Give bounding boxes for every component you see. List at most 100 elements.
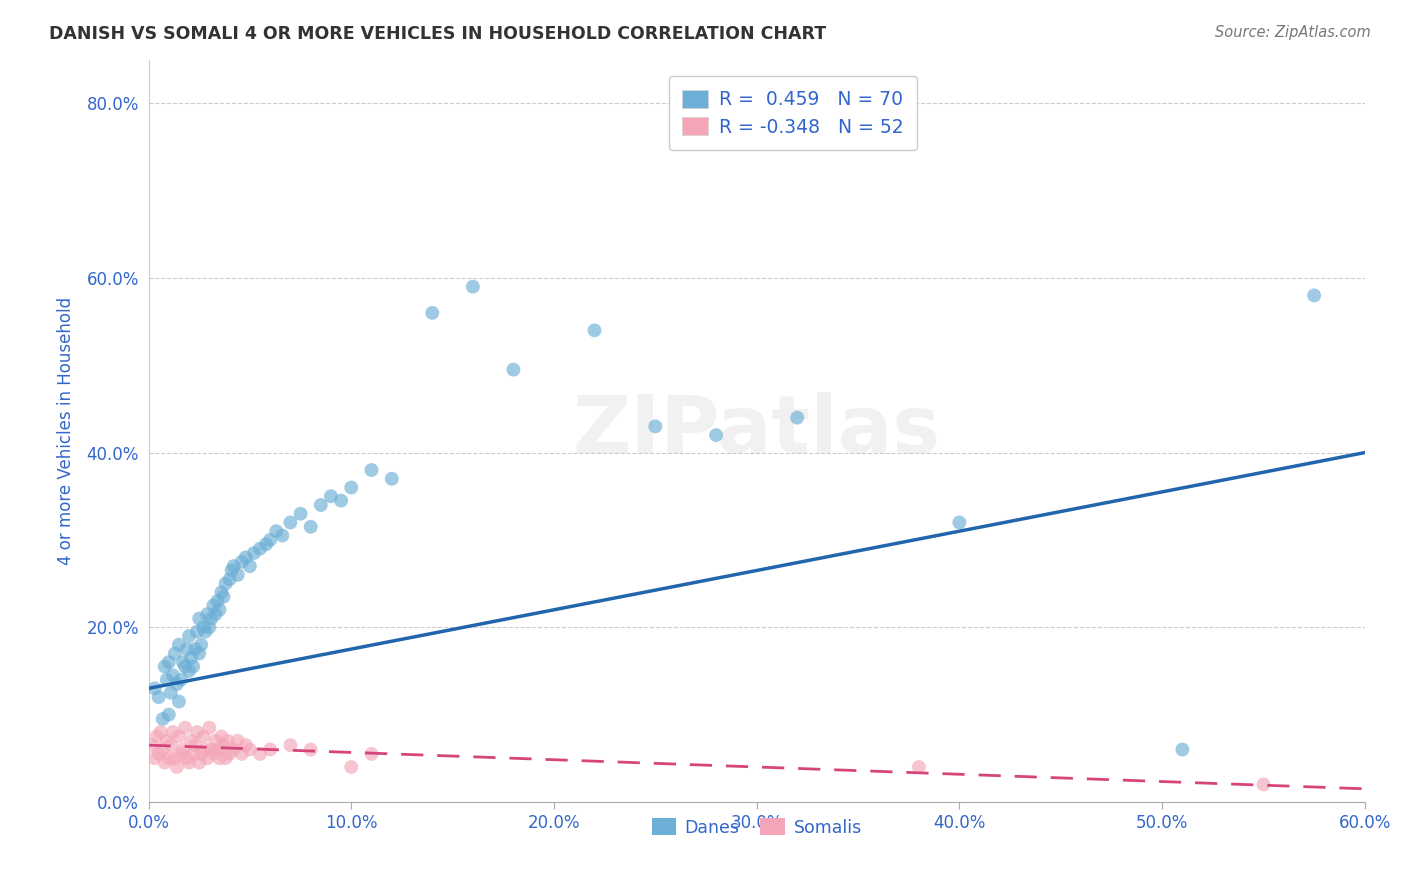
Point xyxy=(340,481,363,495)
Point xyxy=(193,620,215,634)
Point xyxy=(190,747,212,761)
Point xyxy=(908,760,931,774)
Point xyxy=(1253,777,1275,791)
Point xyxy=(280,516,302,530)
Point xyxy=(159,686,181,700)
Point xyxy=(172,655,194,669)
Point xyxy=(174,721,197,735)
Point xyxy=(222,559,245,574)
Point xyxy=(180,733,202,747)
Text: ZIPatlas: ZIPatlas xyxy=(572,392,941,470)
Point xyxy=(217,733,239,747)
Point xyxy=(153,756,176,770)
Point xyxy=(271,528,294,542)
Point xyxy=(143,751,166,765)
Legend: Danes, Somalis: Danes, Somalis xyxy=(643,810,870,846)
Point xyxy=(461,279,484,293)
Point xyxy=(204,733,226,747)
Point xyxy=(170,747,193,761)
Point xyxy=(167,638,190,652)
Point xyxy=(204,607,226,622)
Point xyxy=(231,747,253,761)
Point xyxy=(239,742,262,756)
Point xyxy=(212,590,235,604)
Point xyxy=(157,751,180,765)
Point xyxy=(194,742,217,756)
Point xyxy=(290,507,312,521)
Point xyxy=(170,673,193,687)
Point xyxy=(176,751,198,765)
Point xyxy=(159,738,181,752)
Point xyxy=(786,410,808,425)
Point xyxy=(231,555,253,569)
Point xyxy=(299,742,322,756)
Point xyxy=(163,751,186,765)
Point xyxy=(239,559,262,574)
Point xyxy=(198,721,221,735)
Point xyxy=(208,751,231,765)
Point xyxy=(148,690,170,705)
Point xyxy=(211,730,233,744)
Point xyxy=(177,664,200,678)
Point xyxy=(200,611,222,625)
Point xyxy=(190,638,212,652)
Point xyxy=(188,611,211,625)
Point xyxy=(280,738,302,752)
Y-axis label: 4 or more Vehicles in Household: 4 or more Vehicles in Household xyxy=(58,297,75,565)
Point xyxy=(177,629,200,643)
Point xyxy=(174,659,197,673)
Point xyxy=(186,624,208,639)
Point xyxy=(502,362,524,376)
Point xyxy=(704,428,727,442)
Text: DANISH VS SOMALI 4 OR MORE VEHICLES IN HOUSEHOLD CORRELATION CHART: DANISH VS SOMALI 4 OR MORE VEHICLES IN H… xyxy=(49,25,827,43)
Point xyxy=(200,742,222,756)
Point xyxy=(157,655,180,669)
Point xyxy=(259,742,281,756)
Point xyxy=(420,306,443,320)
Point xyxy=(299,520,322,534)
Text: Source: ZipAtlas.com: Source: ZipAtlas.com xyxy=(1215,25,1371,40)
Point xyxy=(148,747,170,761)
Point xyxy=(208,603,231,617)
Point xyxy=(330,493,353,508)
Point xyxy=(221,564,243,578)
Point xyxy=(177,756,200,770)
Point xyxy=(157,707,180,722)
Point xyxy=(184,642,207,657)
Point xyxy=(181,659,204,673)
Point xyxy=(214,576,236,591)
Point xyxy=(163,647,186,661)
Point xyxy=(143,681,166,696)
Point xyxy=(583,323,606,337)
Point xyxy=(259,533,281,547)
Point xyxy=(176,642,198,657)
Point xyxy=(142,738,165,752)
Point xyxy=(226,733,249,747)
Point xyxy=(172,742,194,756)
Point xyxy=(211,585,233,599)
Point xyxy=(153,659,176,673)
Point xyxy=(166,677,188,691)
Point xyxy=(218,747,240,761)
Point xyxy=(145,730,167,744)
Point xyxy=(360,747,382,761)
Point xyxy=(309,498,332,512)
Point xyxy=(243,546,266,560)
Point xyxy=(202,747,225,761)
Point xyxy=(226,567,249,582)
Point xyxy=(156,673,179,687)
Point xyxy=(186,725,208,739)
Point xyxy=(264,524,287,539)
Point xyxy=(184,738,207,752)
Point xyxy=(212,738,235,752)
Point xyxy=(381,472,404,486)
Point xyxy=(156,733,179,747)
Point xyxy=(218,572,240,586)
Point xyxy=(162,668,184,682)
Point xyxy=(167,694,190,708)
Point xyxy=(222,742,245,756)
Point xyxy=(152,742,174,756)
Point xyxy=(1171,742,1194,756)
Point xyxy=(948,516,970,530)
Point xyxy=(167,730,190,744)
